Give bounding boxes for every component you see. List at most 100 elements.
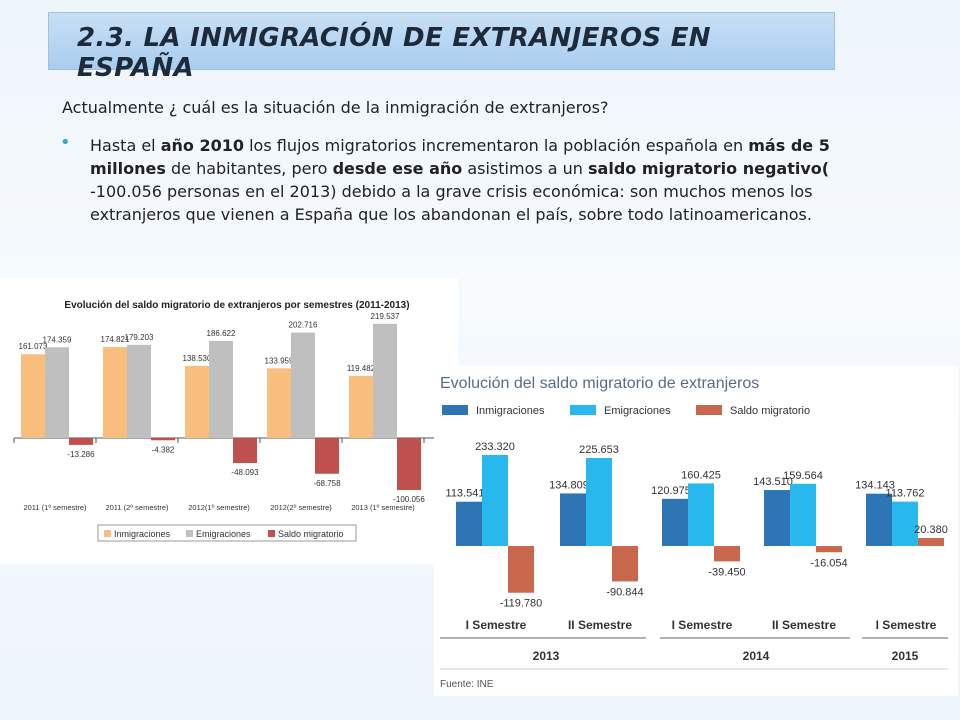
chart2-data-label: 233.320 [475, 441, 515, 453]
chart1-bar [151, 438, 175, 441]
chart2-data-label: 113.541 [446, 488, 485, 500]
chart2-year-label: 2013 [533, 649, 560, 663]
chart2-bar [586, 457, 612, 546]
chart1-data-label: -100.056 [393, 495, 425, 504]
chart2-bar [764, 490, 790, 546]
chart1-category-label: 2012(1º semestre) [188, 503, 250, 512]
chart2-title: Evolución del saldo migratorio de extran… [440, 375, 759, 392]
text-run: de habitantes, pero [165, 159, 333, 178]
chart1-data-label: -13.286 [67, 450, 95, 459]
bullet-icon: • [60, 132, 71, 153]
chart2-data-label: -90.844 [606, 586, 643, 598]
chart2-category-label: I Semestre [876, 618, 937, 632]
chart1-legend-label: Emigraciones [196, 529, 251, 539]
chart1-data-label: -48.093 [231, 468, 259, 477]
chart1-title: Evolución del saldo migratorio de extran… [64, 300, 409, 311]
chart2-data-label: 159.564 [783, 470, 823, 482]
chart2-svg: Evolución del saldo migratorio de extran… [440, 375, 948, 690]
chart2-data-label: 225.653 [579, 444, 619, 456]
intro-question: Actualmente ¿ cuál es la situación de la… [62, 98, 609, 117]
chart2-year-label: 2015 [892, 649, 919, 663]
chart1-data-label: 161.073 [19, 342, 48, 351]
chart2-data-label: 113.762 [886, 488, 925, 500]
chart2-data-label: -39.450 [708, 566, 745, 578]
title-banner: 2.3. LA INMIGRACIÓN DE EXTRANJEROS EN ES… [48, 12, 835, 83]
chart1-legend-label: Saldo migratorio [278, 529, 344, 539]
chart1-data-label: 202.716 [289, 321, 318, 330]
chart2-bar [816, 546, 842, 553]
chart1-bar [45, 347, 69, 438]
chart1-bar [349, 375, 373, 438]
chart2-data-label: 143.510 [753, 476, 793, 488]
chart2-bar [892, 501, 918, 546]
chart2-category-label: I Semestre [466, 618, 527, 632]
chart1-bar [315, 438, 339, 474]
chart2-data-label: 120.975 [651, 485, 691, 497]
chart1-bar [21, 354, 45, 438]
chart1-bar [267, 368, 291, 438]
text-run: asistimos a un [462, 159, 589, 178]
chart2-data-label: 134.143 [855, 480, 895, 492]
bold-run: saldo migratorio negativo( [588, 159, 830, 178]
chart1-bar [103, 347, 127, 438]
chart2-legend-swatch [442, 405, 468, 415]
chart1-category-label: 2012(2º semestre) [270, 503, 332, 512]
chart2-year-label: 2014 [743, 649, 770, 663]
chart1-data-label: 174.821 [101, 335, 130, 344]
bold-run: desde ese año [332, 159, 463, 178]
chart2-data-label: 20.380 [914, 524, 948, 536]
chart1-data-label: 174.359 [43, 335, 72, 344]
chart1-bar [69, 438, 93, 445]
chart1-bar [209, 340, 233, 438]
chart2-data-label: 134.809 [549, 479, 589, 491]
chart1-data-label: 119.482 [347, 364, 376, 373]
chart2-legend-swatch [570, 405, 596, 415]
chart2-bar [688, 483, 714, 546]
text-run: los flujos migratorios incrementaron la … [244, 136, 749, 155]
chart2-category-label: I Semestre [672, 618, 733, 632]
chart2-bar [662, 498, 688, 546]
chart2-category-label: II Semestre [568, 618, 632, 632]
chart1-legend-swatch [104, 530, 111, 537]
chart1-bar [397, 438, 421, 491]
chart1-data-label: 138.530 [183, 354, 212, 363]
chart2-bar [866, 493, 892, 546]
chart1-svg: Evolución del saldo migratorio de extran… [13, 300, 436, 542]
chart1-legend-swatch [268, 530, 275, 537]
chart2-bar [918, 538, 944, 546]
chart2-bar [612, 546, 638, 582]
chart1-data-label: -4.382 [152, 445, 175, 454]
chart2-data-label: -16.054 [810, 557, 847, 569]
chart2-legend-swatch [696, 405, 722, 415]
chart1-data-label: 133.959 [265, 356, 294, 365]
chart2-source: Fuente: INE [440, 679, 494, 690]
chart1-bar [291, 332, 315, 438]
chart2-bar [790, 483, 816, 546]
chart2-bar [456, 501, 482, 546]
chart-semesters-2013-2015: Evolución del saldo migratorio de extran… [434, 366, 958, 696]
chart1-category-label: 2011 (1º semestre) [23, 503, 87, 512]
chart1-data-label: 186.622 [207, 329, 236, 338]
chart2-bar [560, 493, 586, 546]
chart1-legend-box [97, 524, 357, 542]
chart1-legend-label: Inmigraciones [114, 529, 171, 539]
chart1-data-label: -68.758 [313, 479, 341, 488]
text-run: -100.056 personas en el 2013) debido a l… [90, 182, 813, 224]
chart2-legend-label: Emigraciones [604, 405, 671, 417]
chart2-category-label: II Semestre [772, 618, 836, 632]
chart1-category-label: 2011 (2º semestre) [105, 503, 169, 512]
slide-title: 2.3. LA INMIGRACIÓN DE EXTRANJEROS EN ES… [77, 23, 711, 83]
chart2-data-label: 160.425 [681, 469, 721, 481]
chart2-bar [714, 546, 740, 562]
chart1-legend-swatch [186, 530, 193, 537]
chart1-bar [185, 365, 209, 438]
chart1-data-label: 219.537 [371, 312, 400, 321]
chart2-bar [482, 455, 508, 546]
chart2-bar [508, 546, 534, 593]
chart1-bar [373, 323, 397, 438]
bold-run: más de 5 millones [90, 136, 830, 178]
chart1-category-label: 2013 (1º semestre) [351, 503, 415, 512]
bold-run: año 2010 [160, 136, 244, 155]
text-run: Hasta el [90, 136, 161, 155]
chart2-data-label: -119.780 [500, 598, 543, 610]
